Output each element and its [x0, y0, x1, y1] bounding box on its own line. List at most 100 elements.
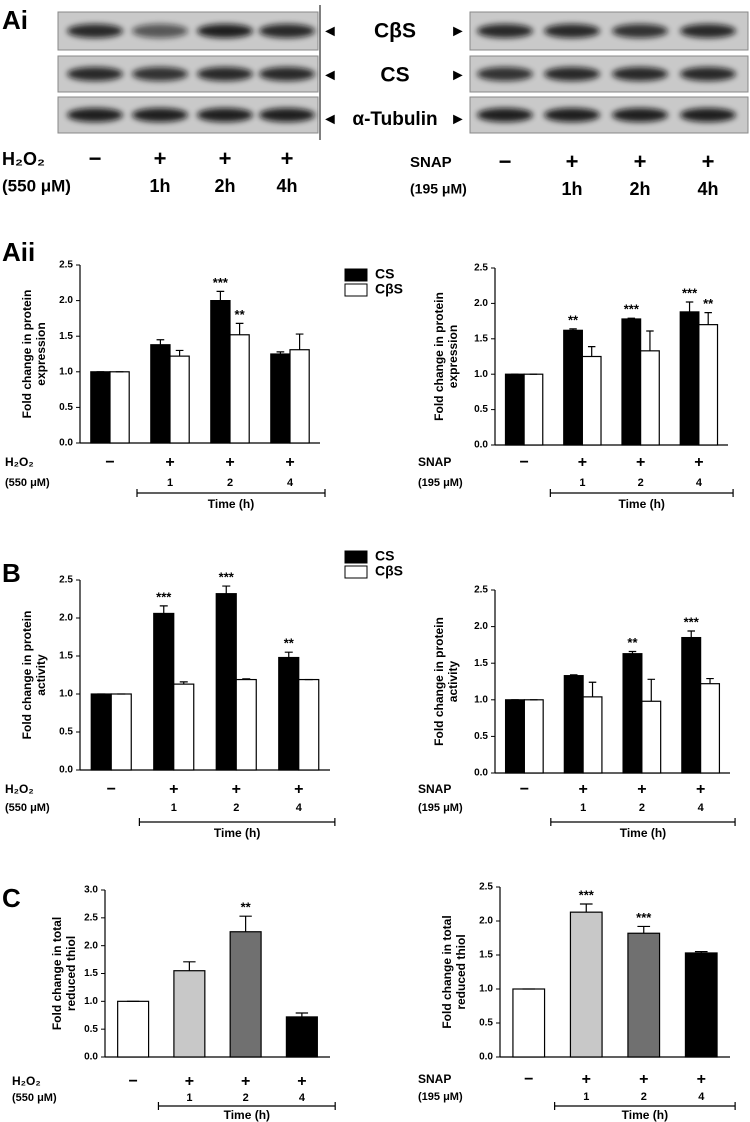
blot-band — [259, 108, 315, 122]
bar — [229, 334, 250, 444]
treatment-sign: + — [566, 149, 579, 174]
treatment-sign: + — [297, 1073, 306, 1090]
bar — [289, 349, 310, 444]
x-tick-label: 2 — [233, 802, 239, 814]
time-bracket — [138, 818, 336, 826]
x-tick-label: 1 — [580, 802, 586, 814]
blot-band — [197, 24, 253, 38]
y-tick-label: 2.0 — [59, 295, 73, 306]
y-tick-label: 1.0 — [59, 689, 73, 700]
treatment-label: SNAP — [418, 1072, 451, 1086]
error-bar — [295, 333, 304, 350]
significance: *** — [219, 570, 235, 585]
significance: *** — [684, 614, 700, 629]
chart: 0.0 0.5 1.0 1.5 2.0 2.5 Fold change in protein… — [418, 263, 734, 511]
x-tick-label: 4 — [296, 802, 303, 814]
treatment-sign: − — [524, 1071, 533, 1088]
time-label: 1h — [149, 176, 170, 196]
x-axis-label: Time (h) — [620, 826, 666, 840]
y-tick-label: 0.5 — [59, 727, 73, 738]
bar — [215, 593, 237, 771]
error-bar — [628, 650, 637, 654]
treatment-sign: + — [169, 781, 178, 798]
dose-label: (550 μM) — [2, 176, 71, 195]
error-bar — [587, 345, 596, 357]
legend-label: CS — [375, 266, 394, 282]
x-tick-label: 1 — [167, 477, 173, 489]
y-tick-label: 1.5 — [59, 331, 73, 342]
blot-band — [680, 67, 736, 81]
bar — [210, 300, 231, 444]
chart: 0.0 0.5 1.0 1.5 2.0 2.5 Fold change in protein… — [418, 585, 736, 840]
blot-band — [259, 67, 315, 81]
time-label: 4h — [276, 176, 297, 196]
y-axis-label: Fold change in protein — [432, 617, 446, 746]
bar — [622, 653, 643, 774]
error-bar — [276, 351, 285, 354]
arrow: ◄ — [322, 67, 338, 84]
arrow: ◄ — [322, 111, 338, 128]
treatment-sign: − — [499, 149, 512, 174]
treatment-sign: − — [105, 454, 114, 471]
x-tick-label: 4 — [287, 477, 294, 489]
blot-band — [197, 108, 253, 122]
legend-swatch — [344, 283, 368, 297]
blot-band — [544, 67, 600, 81]
treatment-label: SNAP — [418, 455, 451, 469]
error-bar — [588, 681, 597, 697]
western-blots: ◄ ► CβS ◄ ► CS ◄ ► α-Tubulin — [57, 5, 749, 140]
bar — [173, 683, 195, 771]
time-bracket — [554, 1102, 736, 1110]
error-bar — [646, 330, 654, 351]
bar — [504, 699, 525, 774]
error-bar — [295, 1012, 309, 1017]
x-tick-label: 1 — [186, 1092, 192, 1104]
treatment-sign: + — [697, 1071, 706, 1088]
x-tick-label: 2 — [243, 1092, 249, 1104]
bar — [698, 324, 719, 446]
error-bar — [235, 322, 244, 335]
bar — [582, 696, 603, 774]
treatment-label: H₂O₂ — [2, 149, 45, 169]
significance: ** — [284, 636, 295, 651]
error-bar — [687, 630, 695, 638]
bar — [110, 693, 132, 771]
treatment-sign: + — [696, 781, 705, 798]
y-axis-label: Fold change in protein — [20, 290, 34, 419]
bar — [90, 693, 112, 771]
y-tick-label: 2.5 — [59, 260, 73, 271]
blot-band — [132, 108, 188, 122]
band-label: CβS — [374, 20, 416, 43]
blot-band — [680, 24, 736, 38]
y-tick-label: 1.0 — [479, 984, 493, 995]
blot-band — [680, 108, 736, 122]
time-label: 2h — [214, 176, 235, 196]
time-bracket — [136, 489, 326, 497]
y-axis-label: Fold change in total — [50, 917, 64, 1030]
y-tick-label: 2.0 — [479, 916, 493, 927]
blot-band — [67, 108, 123, 122]
error-bar — [239, 915, 252, 932]
error-bar — [179, 681, 188, 685]
y-tick-label: 2.0 — [84, 940, 98, 951]
band-label: α-Tubulin — [352, 109, 437, 130]
treatment-sign: − — [520, 781, 529, 798]
blot-band — [612, 108, 668, 122]
y-tick-label: 1.5 — [479, 950, 493, 961]
y-axis-label: activity — [34, 654, 48, 696]
x-tick-label: 1 — [579, 477, 585, 489]
error-bar — [569, 674, 578, 676]
y-axis-label: activity — [446, 660, 460, 702]
bar — [285, 1016, 318, 1058]
bar — [640, 350, 660, 446]
y-tick-label: 0.5 — [474, 404, 488, 415]
y-tick-label: 0.0 — [479, 1052, 493, 1063]
bar — [523, 373, 544, 446]
y-tick-label: 1.5 — [84, 968, 98, 979]
x-axis-label: Time (h) — [622, 1108, 668, 1122]
error-bar — [216, 290, 225, 301]
y-tick-label: 2.0 — [474, 621, 488, 632]
treatment-sign: + — [639, 1071, 648, 1088]
treatment-sign: + — [702, 149, 715, 174]
blot-band — [132, 24, 188, 38]
